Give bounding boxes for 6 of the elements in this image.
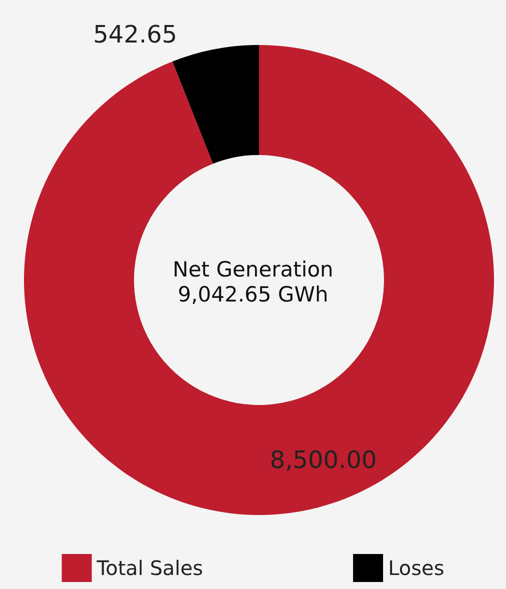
legend-label: Total Sales [96, 556, 204, 580]
legend-label: Loses [388, 556, 444, 580]
text: 9,042.65 GWh [178, 282, 328, 306]
data-label: 8,500.00 [270, 446, 377, 474]
data-label: 542.65 [93, 20, 178, 48]
text: Net Generation [172, 258, 334, 282]
